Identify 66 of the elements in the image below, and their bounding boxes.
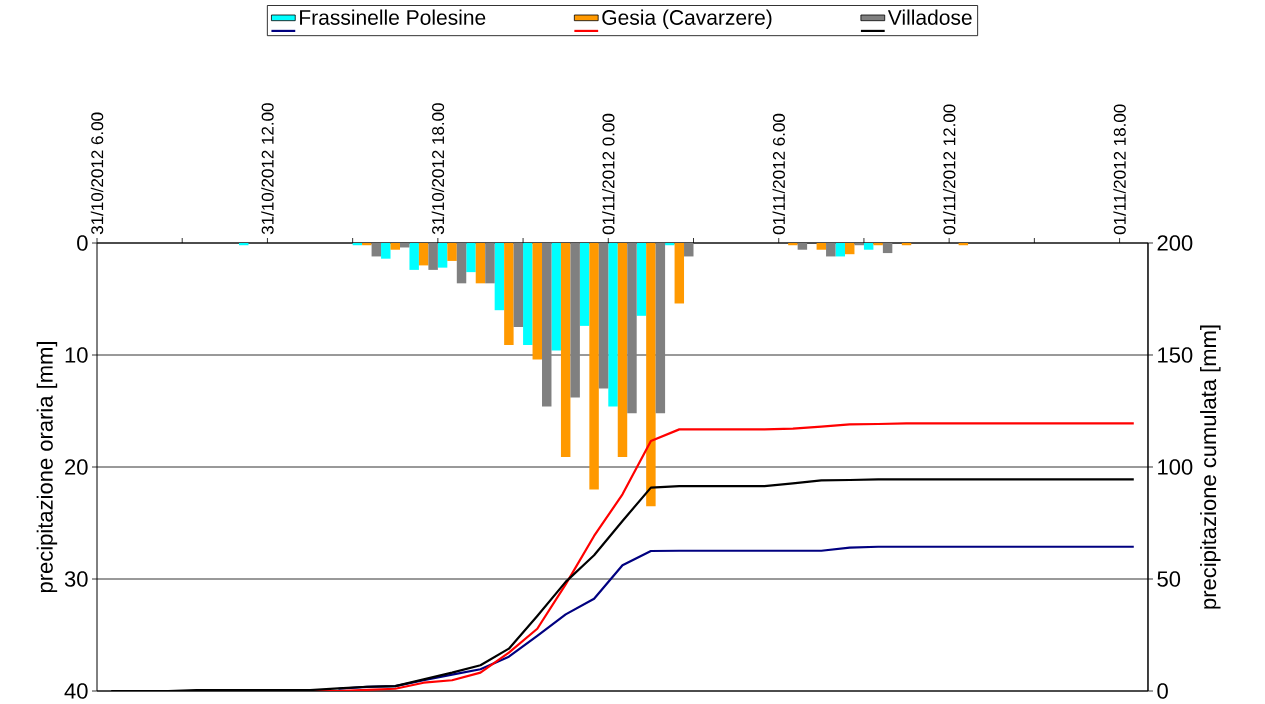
- bar: [409, 243, 419, 270]
- bar: [646, 243, 656, 507]
- y2-tick-label: 100: [1158, 459, 1193, 475]
- bar: [655, 243, 666, 414]
- x-tick-label: 31/10/2012 6.00: [90, 112, 104, 235]
- bar: [816, 243, 827, 250]
- bar: [882, 243, 893, 254]
- bar: [674, 243, 685, 304]
- x-tick-label: 31/10/2012 12.00: [261, 103, 274, 235]
- bar: [665, 243, 675, 246]
- bar: [390, 243, 400, 250]
- y-tick-label: 0: [77, 235, 88, 251]
- bar: [523, 243, 533, 345]
- x-tick-label: 01/11/2012 6.00: [772, 113, 785, 235]
- bar: [456, 243, 467, 284]
- bar: [627, 243, 637, 414]
- bar: [608, 243, 618, 407]
- bar: [542, 243, 552, 407]
- y2-axis-title: precipitazione cumulata [mm]: [1200, 325, 1221, 609]
- y-axis-title: precipitazione oraria [mm]: [36, 342, 58, 593]
- bar: [845, 243, 855, 255]
- bar: [371, 243, 382, 257]
- bar: [428, 243, 438, 270]
- bar: [788, 243, 798, 246]
- legend-label: Gesia (Cavarzere): [602, 9, 772, 30]
- bar: [579, 243, 590, 326]
- bar: [797, 243, 808, 250]
- bar: [598, 243, 609, 389]
- bar: [475, 243, 486, 284]
- y2-tick-label: 50: [1157, 571, 1181, 587]
- y-tick-label: 20: [65, 459, 88, 475]
- x-tick-label: 01/11/2012 18.00: [1113, 104, 1126, 235]
- bar: [418, 243, 429, 266]
- bar: [854, 243, 864, 246]
- x-tick-label: 31/10/2012 18.00: [431, 103, 445, 235]
- y-tick-label: 10: [65, 347, 88, 363]
- bar: [873, 243, 883, 246]
- y2-tick-label: 200: [1157, 235, 1193, 251]
- bar: [570, 243, 580, 398]
- x-tick-label: 01/11/2012 12.00: [942, 104, 956, 235]
- bar: [551, 243, 561, 351]
- bar: [684, 243, 694, 257]
- bar: [617, 243, 628, 457]
- legend-label: Frassinelle Polesine: [300, 9, 486, 25]
- bar: [532, 243, 543, 360]
- bar: [835, 243, 845, 257]
- bar: [504, 243, 514, 345]
- bar: [560, 243, 571, 457]
- bar: [437, 243, 448, 268]
- bar: [362, 243, 372, 246]
- bar: [826, 243, 836, 257]
- bar: [636, 243, 647, 316]
- bar: [589, 243, 599, 490]
- bar: [494, 243, 505, 311]
- bar: [513, 243, 524, 327]
- bar: [485, 243, 495, 284]
- bar: [381, 243, 391, 259]
- bar: [863, 243, 874, 250]
- bar: [466, 243, 476, 273]
- bar: [447, 243, 457, 261]
- y-tick-label: 40: [64, 683, 88, 699]
- legend-label: Villadose: [887, 9, 972, 25]
- y-tick-label: 30: [64, 571, 88, 587]
- y2-tick-label: 0: [1157, 683, 1168, 699]
- x-tick-label: 01/11/2012 0.00: [602, 113, 615, 235]
- y2-tick-label: 150: [1158, 347, 1193, 363]
